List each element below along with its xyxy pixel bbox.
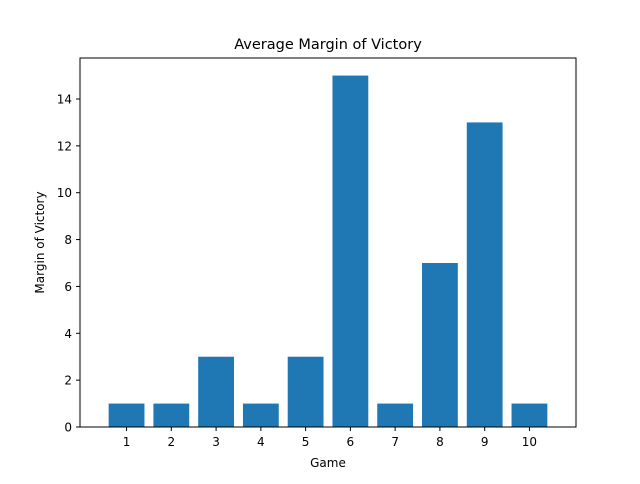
bar-game-5: [287, 356, 324, 427]
y-tick-label: 14: [57, 93, 72, 107]
y-tick-label: 2: [64, 374, 72, 388]
y-tick-label: 6: [64, 280, 72, 294]
x-tick-label: 7: [391, 435, 399, 449]
chart-title: Average Margin of Victory: [234, 37, 422, 53]
y-tick-label: 0: [64, 421, 72, 435]
bar-game-10: [511, 403, 548, 427]
x-tick-label: 1: [123, 435, 131, 449]
x-axis-ticks: 1 2 3 4 5 6 7 8 9 10: [123, 427, 537, 449]
bar-game-7: [377, 403, 414, 427]
plot-area-frame: [79, 57, 577, 428]
x-tick-label: 10: [522, 435, 537, 449]
x-tick-label: 5: [302, 435, 310, 449]
x-tick-label: 3: [212, 435, 220, 449]
bar-game-4: [242, 403, 279, 427]
bar-game-9: [466, 122, 503, 427]
bar-game-2: [153, 403, 190, 427]
x-tick-label: 6: [347, 435, 355, 449]
y-tick-label: 4: [64, 327, 72, 341]
x-tick-label: 2: [168, 435, 176, 449]
bar-game-1: [108, 403, 145, 427]
bar-game-8: [422, 263, 458, 427]
x-axis-label: Game: [310, 456, 346, 470]
bar-game-3: [198, 356, 234, 427]
x-tick-label: 9: [481, 435, 489, 449]
y-tick-label: 8: [64, 233, 72, 247]
y-axis-ticks: 0 2 4 6 8 10 12 14: [57, 93, 80, 435]
y-tick-label: 10: [57, 186, 72, 200]
bars-layer: [108, 75, 548, 428]
y-tick-label: 12: [57, 139, 72, 153]
x-tick-label: 8: [436, 435, 444, 449]
y-axis-label: Margin of Victory: [33, 191, 47, 293]
bar-game-6: [332, 75, 369, 428]
x-tick-label: 4: [257, 435, 265, 449]
